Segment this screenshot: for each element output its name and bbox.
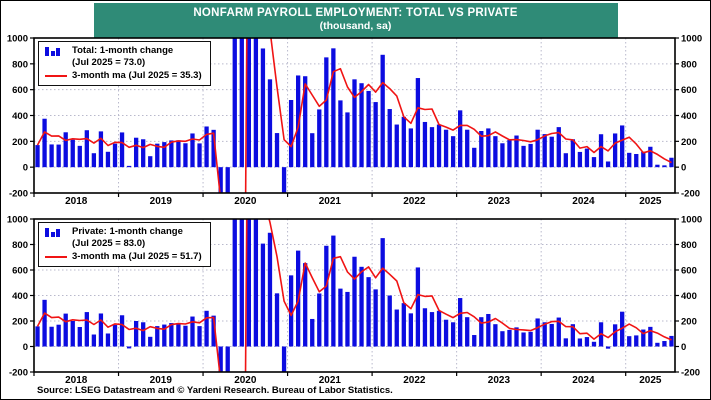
svg-text:0: 0	[681, 163, 686, 174]
svg-text:2021: 2021	[319, 375, 342, 386]
svg-text:0: 0	[23, 342, 28, 353]
legend-private-bar-label: Private: 1-month change	[72, 226, 183, 237]
svg-text:2020: 2020	[234, 196, 257, 207]
svg-text:0: 0	[681, 342, 686, 353]
svg-text:800: 800	[12, 59, 28, 70]
total-panel-chart: -200 -200 0 0 200 200 400 400 600 600 800 800 1000 10…	[7, 35, 702, 207]
legend-total-bar-label: Total: 1-month change	[72, 45, 174, 56]
svg-text:-200: -200	[9, 368, 28, 379]
svg-text:0: 0	[23, 163, 28, 174]
svg-text:2019: 2019	[150, 375, 173, 386]
svg-text:600: 600	[681, 85, 697, 96]
svg-text:-200: -200	[681, 189, 700, 200]
svg-text:200: 200	[12, 137, 28, 148]
svg-text:400: 400	[681, 291, 697, 302]
svg-text:2023: 2023	[488, 375, 511, 386]
legend-private-bar-value: (Jul 2025 = 83.0)	[72, 238, 146, 250]
svg-text:2020: 2020	[234, 375, 257, 386]
svg-text:600: 600	[681, 266, 697, 277]
chart-title: NONFARM PAYROLL EMPLOYMENT: TOTAL VS PRI…	[193, 7, 518, 19]
legend-total-bar-value: (Jul 2025 = 73.0)	[72, 57, 146, 69]
svg-text:400: 400	[12, 111, 28, 122]
svg-text:1000: 1000	[7, 215, 28, 226]
svg-text:2021: 2021	[319, 196, 342, 207]
svg-text:400: 400	[12, 291, 28, 302]
legend-total: Total: 1-month change (Jul 2025 = 73.0) …	[38, 41, 211, 87]
svg-text:-200: -200	[681, 368, 700, 379]
svg-text:2024: 2024	[572, 196, 595, 207]
svg-text:1000: 1000	[681, 215, 702, 226]
private-panel-chart: -200 -200 0 0 200 200 400 400 600 600 800 800 1000 10…	[7, 215, 702, 387]
legend-private-ma-label: 3-month ma (Jul 2025 = 51.7)	[72, 250, 202, 262]
svg-text:800: 800	[681, 240, 697, 251]
svg-text:2018: 2018	[65, 375, 88, 386]
svg-text:2022: 2022	[403, 375, 426, 386]
svg-text:1000: 1000	[681, 35, 702, 45]
line-swatch-icon	[45, 255, 67, 258]
svg-text:2019: 2019	[150, 196, 173, 207]
svg-text:200: 200	[681, 137, 697, 148]
svg-text:2022: 2022	[403, 196, 426, 207]
svg-text:200: 200	[12, 317, 28, 328]
bars-swatch-icon	[45, 46, 67, 57]
source-note: Source: LSEG Datastream and © Yardeni Re…	[37, 385, 393, 396]
svg-text:2025: 2025	[639, 196, 662, 207]
svg-text:400: 400	[681, 111, 697, 122]
legend-total-ma-label: 3-month ma (Jul 2025 = 35.3)	[72, 69, 202, 81]
svg-text:800: 800	[681, 59, 697, 70]
bars-swatch-icon	[45, 227, 67, 238]
svg-text:2018: 2018	[65, 196, 88, 207]
svg-text:800: 800	[12, 240, 28, 251]
svg-text:2023: 2023	[488, 196, 511, 207]
svg-text:600: 600	[12, 266, 28, 277]
svg-text:-200: -200	[9, 189, 28, 200]
chart-title-box: NONFARM PAYROLL EMPLOYMENT: TOTAL VS PRI…	[93, 3, 618, 38]
svg-text:2024: 2024	[572, 375, 595, 386]
svg-text:200: 200	[681, 317, 697, 328]
line-swatch-icon	[45, 74, 67, 77]
chart-subtitle: (thousand, sa)	[319, 20, 392, 33]
legend-private: Private: 1-month change (Jul 2025 = 83.0…	[38, 222, 211, 268]
svg-text:1000: 1000	[7, 35, 28, 45]
svg-text:600: 600	[12, 85, 28, 96]
svg-text:2025: 2025	[639, 375, 662, 386]
